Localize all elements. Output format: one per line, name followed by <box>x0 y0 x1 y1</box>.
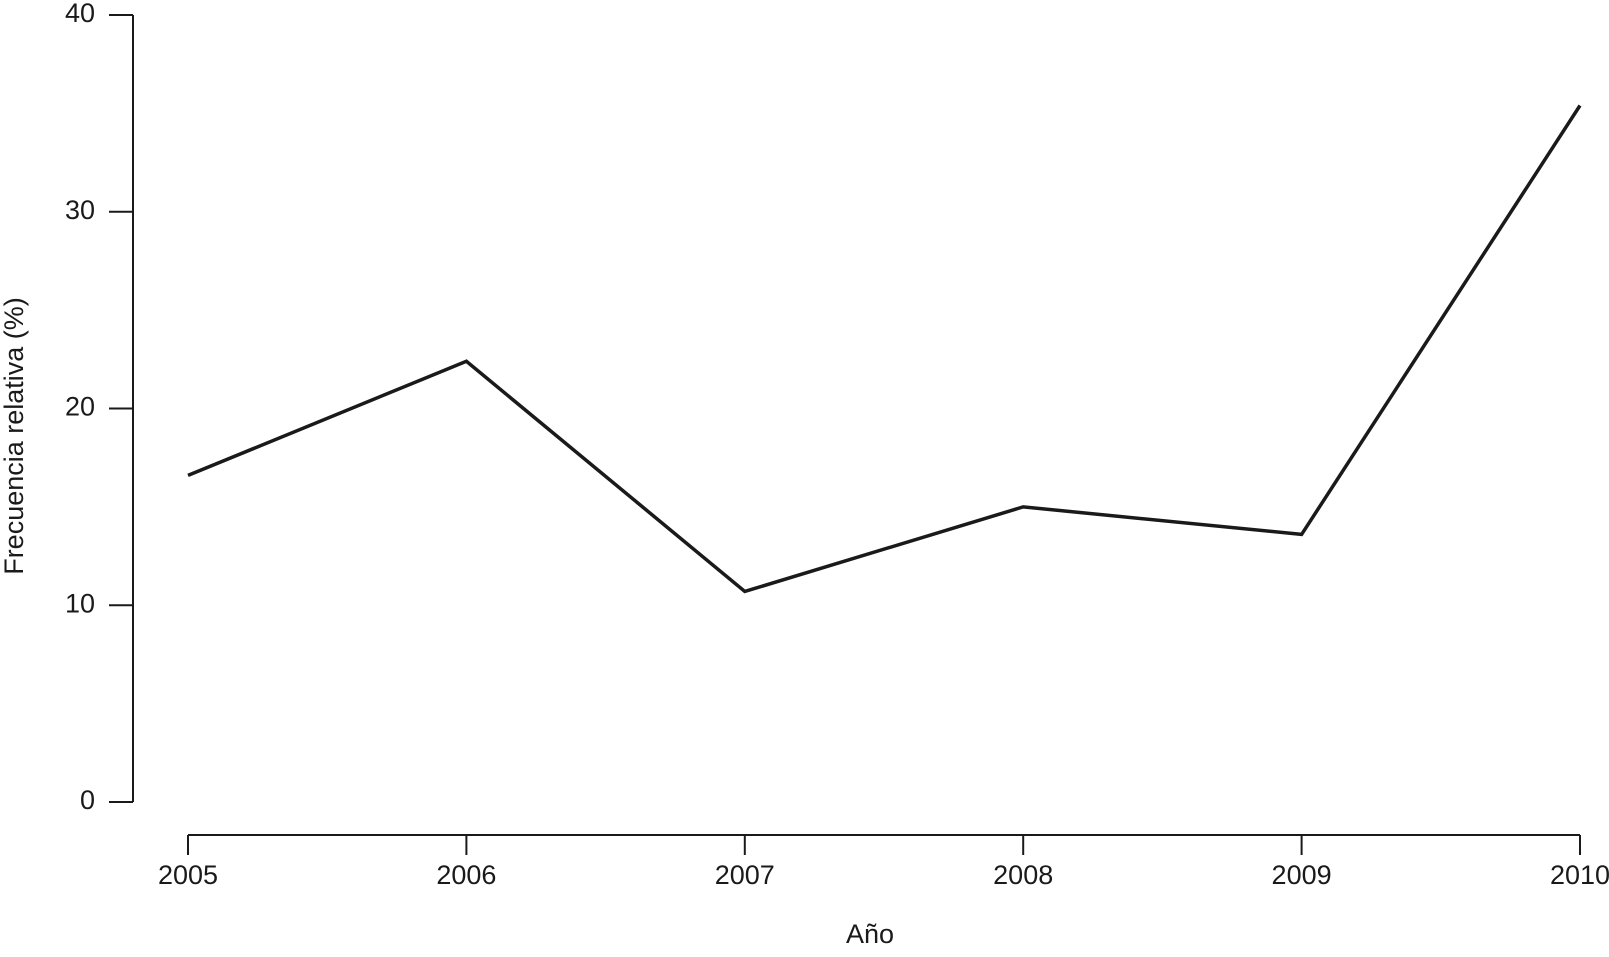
y-tick-label: 40 <box>65 0 95 28</box>
x-tick-label: 2007 <box>715 860 775 890</box>
data-line <box>187 104 1582 594</box>
y-axis-label: Frecuencia relativa (%) <box>0 297 29 575</box>
y-tick-label: 0 <box>80 785 95 815</box>
x-tick-label: 2005 <box>158 860 218 890</box>
y-tick-label: 30 <box>65 195 95 225</box>
x-tick-label: 2006 <box>436 860 496 890</box>
y-tick-label: 20 <box>65 392 95 422</box>
y-tick-label: 10 <box>65 588 95 618</box>
x-tick-label: 2010 <box>1550 860 1609 890</box>
x-tick-label: 2008 <box>993 860 1053 890</box>
x-tick-label: 2009 <box>1272 860 1332 890</box>
x-axis-label: Año <box>846 919 894 949</box>
